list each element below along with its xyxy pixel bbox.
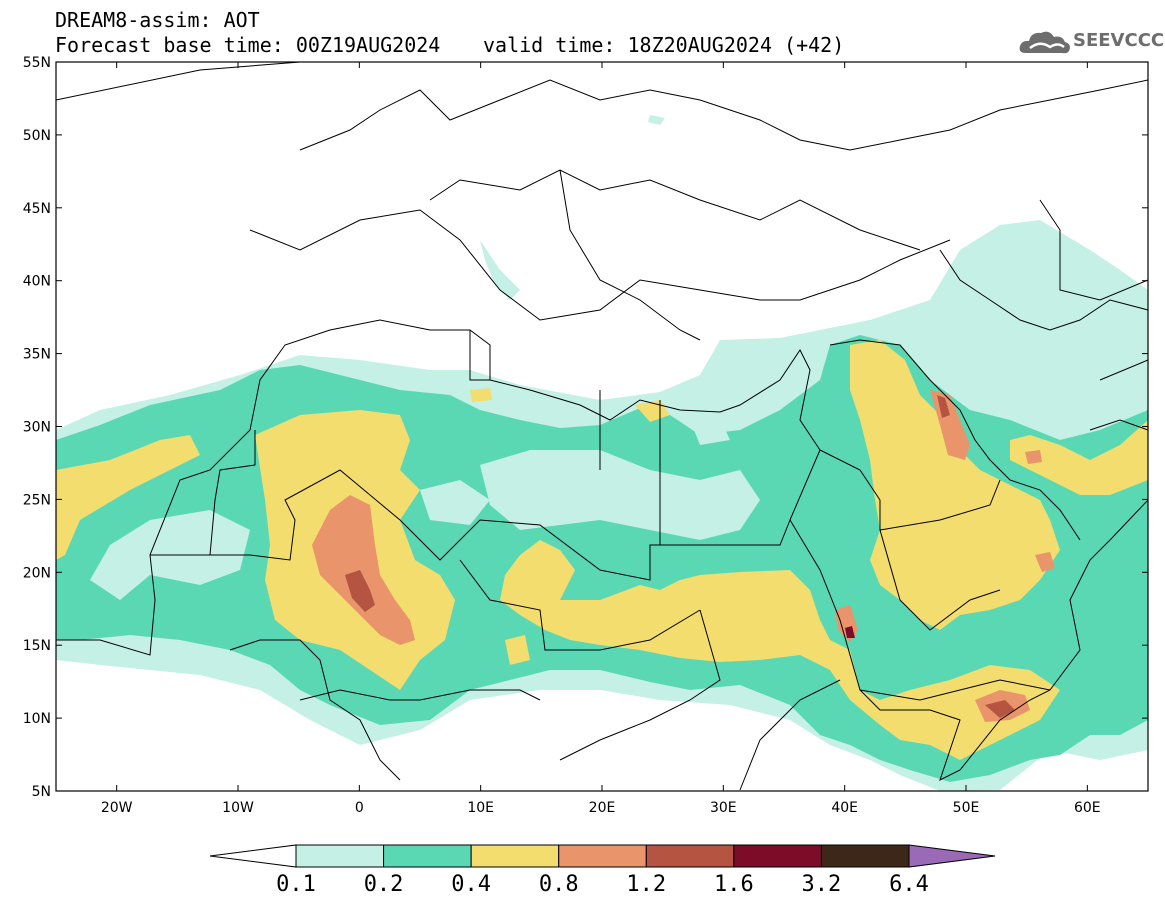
coastlines [56, 62, 1148, 791]
colorbar-label: 3.2 [802, 872, 842, 897]
colorbar-high-arrow [908, 844, 996, 868]
colorbar-label: 0.4 [451, 872, 491, 897]
logo-text: SEEVCCC [1073, 30, 1165, 51]
lat-tick-label: 30N [23, 420, 51, 436]
valid-time-label: valid time: 18Z20AUG2024 (+42) [483, 33, 845, 57]
colorbar-label: 0.8 [539, 872, 579, 897]
colorbar: 0.1 0.2 0.4 0.8 1.2 1.6 3.2 6.4 [209, 844, 996, 897]
lat-tick-label: 40N [23, 274, 51, 290]
colorbar-swatch [558, 844, 647, 868]
lat-tick-label: 55N [23, 55, 51, 71]
base-time-label: Forecast base time: 00Z19AUG2024 [55, 33, 441, 57]
latitude-axis: 5N 10N 15N 20N 25N 30N 35N 40N 45N 50N 55N [23, 55, 1148, 800]
colorbar-swatch [645, 844, 735, 868]
aot-contour-1-6 [845, 626, 855, 638]
lat-tick-label: 25N [23, 492, 51, 508]
colorbar-label: 6.4 [889, 872, 929, 897]
aot-field [56, 62, 1148, 791]
colorbar-low-arrow [209, 844, 297, 868]
lon-tick-label: 20E [589, 800, 616, 816]
lat-tick-label: 10N [23, 711, 51, 727]
colorbar-label: 0.1 [276, 872, 316, 897]
colorbar-label: 1.6 [714, 872, 754, 897]
colorbar-swatch [470, 844, 560, 868]
colorbar-swatch [733, 844, 822, 868]
lon-tick-label: 10W [222, 800, 254, 816]
colorbar-swatch [383, 844, 472, 868]
colorbar-swatch [820, 844, 910, 868]
cloud-logo-icon [1019, 31, 1070, 54]
lat-tick-label: 35N [23, 347, 51, 363]
aot-contour-1-2 [345, 395, 1015, 718]
chart-title: DREAM8-assim: AOT [55, 8, 260, 32]
lat-tick-label: 15N [23, 638, 51, 654]
lon-tick-label: 20W [101, 800, 133, 816]
lon-tick-label: 0 [355, 800, 364, 816]
longitude-axis: 20W 10W 0 10E 20E 30E 40E 50E 60E [101, 62, 1101, 816]
colorbar-label: 1.2 [626, 872, 666, 897]
lat-tick-label: 5N [32, 784, 51, 800]
seevccc-logo: SEEVCCC [1018, 27, 1164, 57]
lon-tick-label: 60E [1074, 800, 1101, 816]
lat-tick-label: 20N [23, 565, 51, 581]
lat-tick-label: 45N [23, 201, 51, 217]
lat-tick-label: 50N [23, 128, 51, 144]
lon-tick-label: 10E [467, 800, 494, 816]
lon-tick-label: 40E [831, 800, 858, 816]
colorbar-swatch [295, 844, 385, 868]
lon-tick-label: 30E [710, 800, 737, 816]
lon-tick-label: 50E [953, 800, 980, 816]
colorbar-label: 0.2 [364, 872, 404, 897]
